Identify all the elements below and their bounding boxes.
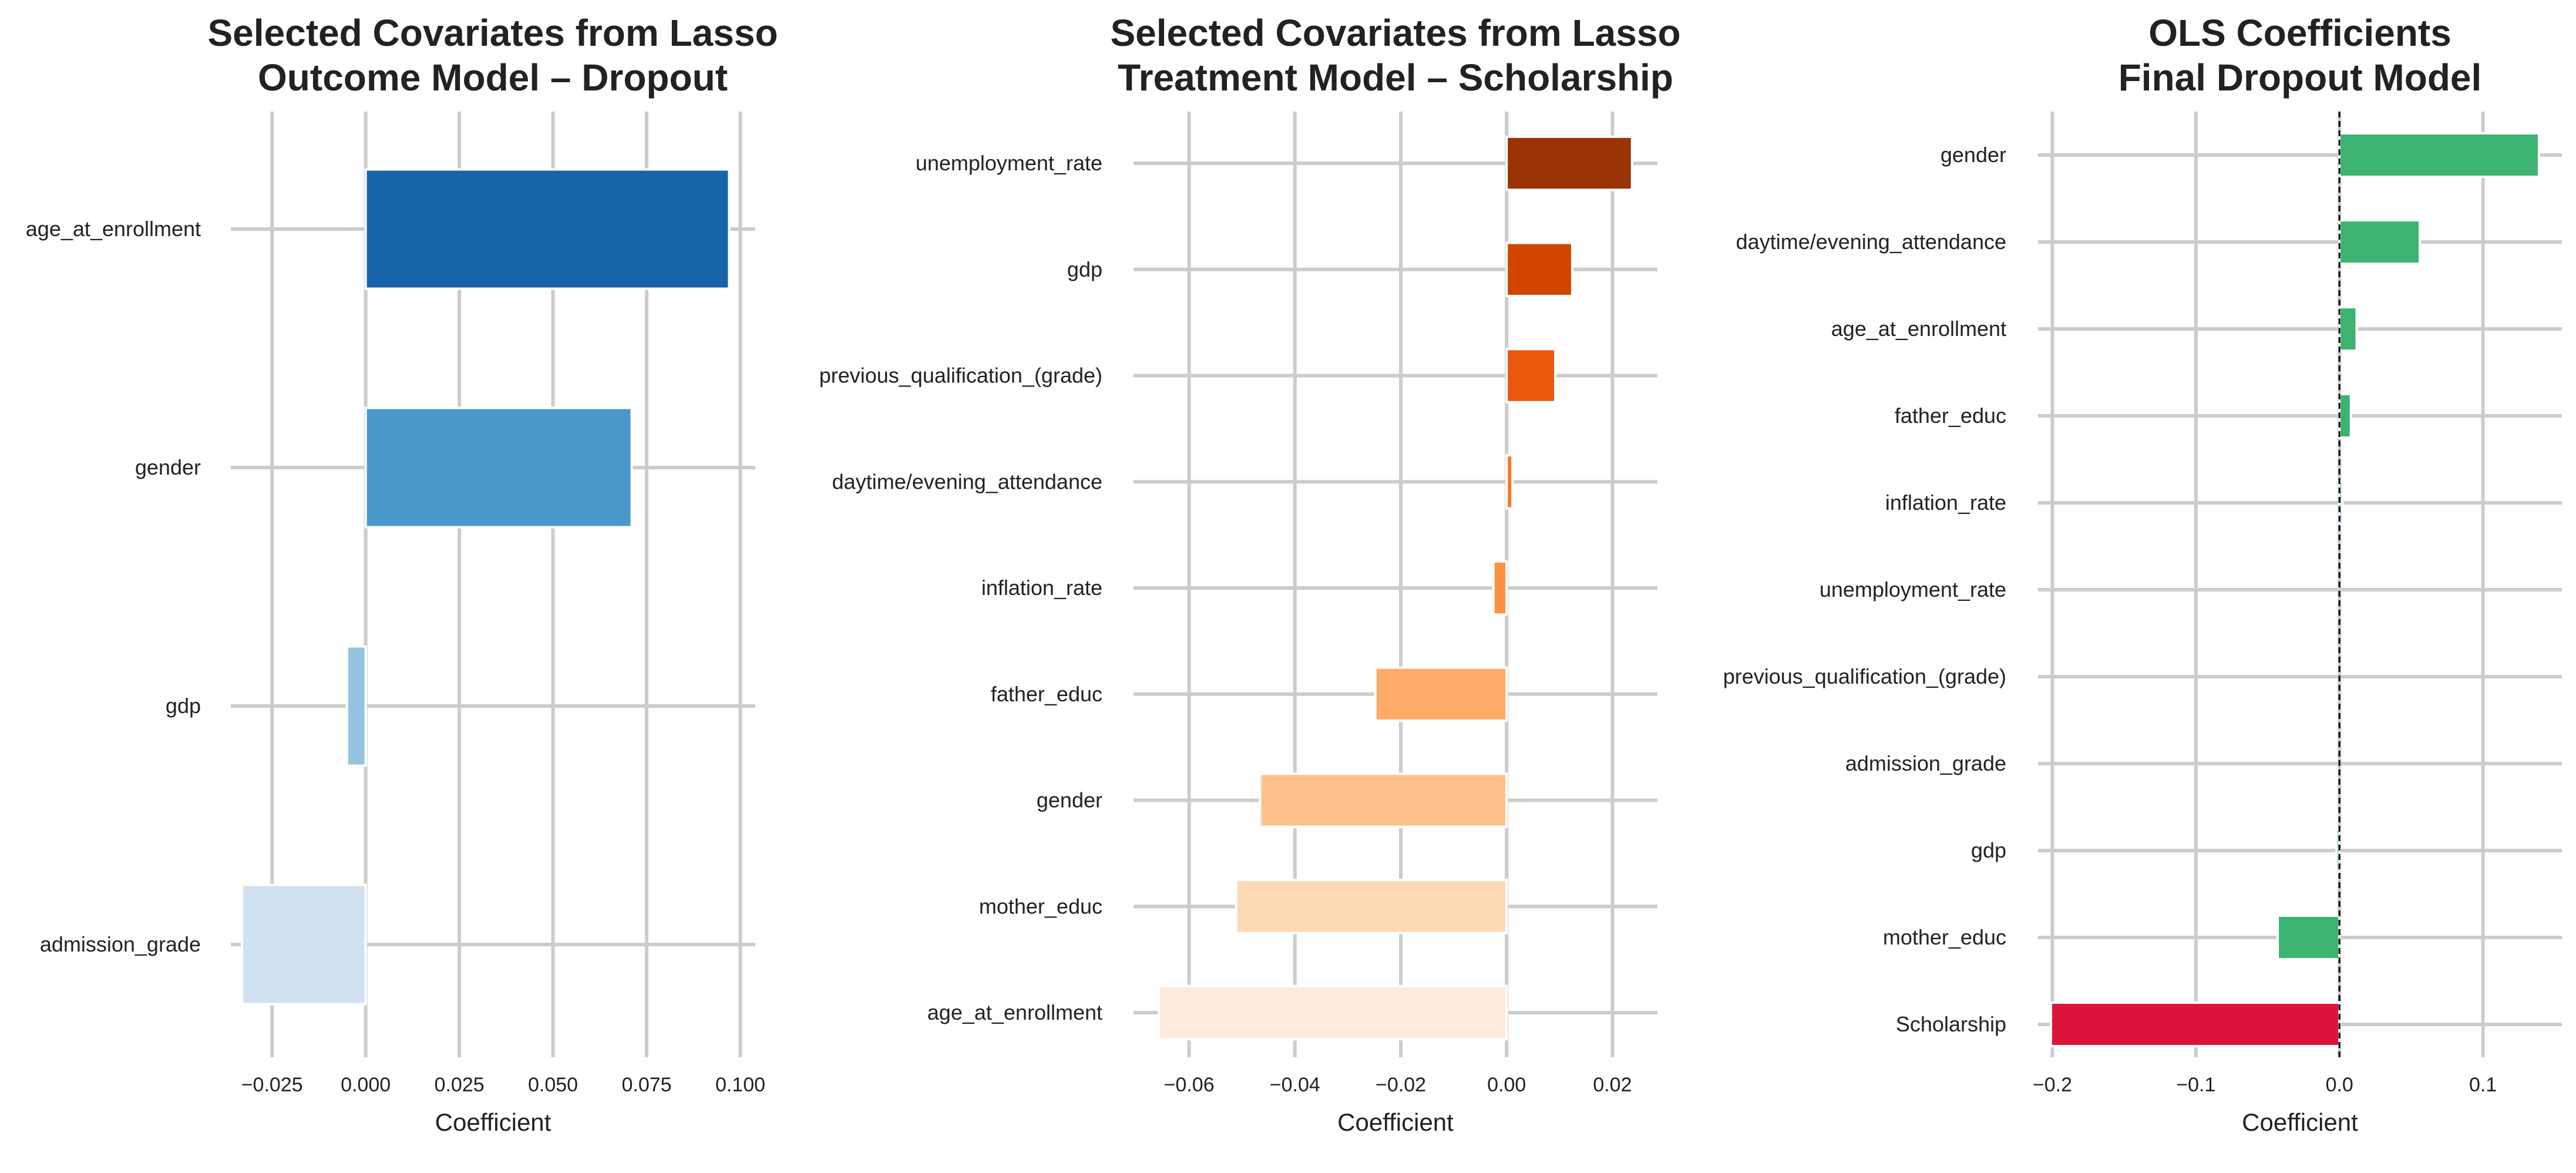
chart-panel-1: Selected Covariates from Lasso Outcome Mo…	[26, 12, 778, 1136]
category-label-mother-educ: mother_educ	[1883, 925, 2006, 949]
x-axis-label: Coefficient	[1337, 1108, 1454, 1136]
chart-title-line: Treatment Model – Scholarship	[1118, 56, 1673, 99]
category-label-gender: gender	[1941, 143, 2006, 167]
chart-title-line: Selected Covariates from Lasso	[207, 12, 778, 54]
bar-gdp	[345, 645, 367, 767]
bar-age-at-enrollment	[2338, 306, 2358, 352]
bar-gdp	[1505, 241, 1573, 297]
bar-age-at-enrollment	[1158, 984, 1508, 1041]
x-tick-label: −0.06	[1164, 1074, 1215, 1096]
category-label-inflation-rate: inflation_rate	[981, 576, 1102, 600]
chart-title: Selected Covariates from Lasso Outcome Mo…	[207, 12, 778, 99]
x-tick-label: −0.1	[2176, 1074, 2215, 1096]
x-tick-label: 0.050	[528, 1074, 578, 1096]
bar-mother-educ	[1235, 879, 1508, 935]
x-tick-label: 0.0	[2326, 1074, 2353, 1096]
chart-panel-3: OLS Coefficients Final Dropout Model −0.2 −…	[1723, 12, 2562, 1136]
bar-daytime-evening-attendance	[2338, 219, 2422, 265]
x-tick-label: −0.02	[1376, 1074, 1426, 1096]
bar-mother-educ	[2276, 915, 2341, 960]
x-tick-label: 0.075	[621, 1074, 671, 1096]
category-label-gender: gender	[135, 455, 201, 479]
chart-title-line: Selected Covariates from Lasso	[1110, 12, 1680, 54]
category-label-father-educ: father_educ	[991, 682, 1102, 706]
x-tick-label: 0.100	[715, 1074, 765, 1096]
category-label-age-at-enrollment: age_at_enrollment	[1831, 317, 2006, 341]
category-label-scholarship: Scholarship	[1896, 1012, 2006, 1036]
bar-admission-grade	[241, 883, 367, 1006]
category-label-gdp: gdp	[1971, 838, 2006, 862]
x-tick-label: −0.025	[241, 1074, 303, 1096]
category-label-gender: gender	[1037, 788, 1102, 812]
category-label-admission-grade: admission_grade	[1845, 751, 2006, 775]
category-label-gdp: gdp	[166, 694, 201, 718]
bar-gender	[364, 406, 633, 529]
bar-age-at-enrollment	[364, 168, 731, 290]
bar-gender	[2338, 132, 2540, 178]
x-axis-label: Coefficient	[435, 1108, 551, 1136]
x-tick-label: 0.025	[435, 1074, 485, 1096]
category-label-age-at-enrollment: age_at_enrollment	[927, 1000, 1102, 1024]
x-tick-label: 0.1	[2469, 1074, 2497, 1096]
chart-panel-2: Selected Covariates from Lasso Treatment …	[819, 12, 1681, 1136]
x-tick-label: 0.00	[1487, 1074, 1526, 1096]
x-axis-label: Coefficient	[2242, 1108, 2358, 1136]
category-label-unemployment-rate: unemployment_rate	[1820, 577, 2006, 601]
x-tick-label: −0.04	[1270, 1074, 1320, 1096]
x-tick-label: 0.02	[1593, 1074, 1632, 1096]
category-label-mother-educ: mother_educ	[979, 894, 1102, 918]
bar-father-educ	[1374, 666, 1508, 722]
category-label-inflation-rate: inflation_rate	[1885, 490, 2006, 515]
bar-gender	[1259, 772, 1508, 828]
bar-unemployment-rate	[1505, 135, 1633, 191]
category-label-daytime-evening-attendance: daytime/evening_attendance	[1736, 230, 2006, 254]
category-label-previous-qualification-grade: previous_qualification_(grade)	[819, 364, 1102, 388]
bar-scholarship	[2049, 1001, 2341, 1047]
bar-previous-qualification-grade	[1505, 348, 1557, 404]
chart-title: Selected Covariates from Lasso Treatment …	[1110, 12, 1680, 99]
bar-daytime-evening-attendance	[1505, 454, 1514, 510]
chart-title: OLS Coefficients Final Dropout Model	[2118, 12, 2482, 99]
chart-title-line: Outcome Model – Dropout	[258, 56, 728, 99]
x-tick-label: 0.000	[341, 1074, 391, 1096]
category-label-unemployment-rate: unemployment_rate	[916, 151, 1102, 175]
category-label-previous-qualification-grade: previous_qualification_(grade)	[1723, 664, 2006, 688]
chart-title-line: OLS Coefficients	[2148, 12, 2451, 54]
category-label-daytime-evening-attendance: daytime/evening_attendance	[832, 469, 1102, 493]
category-label-father-educ: father_educ	[1895, 404, 2006, 428]
x-tick-label: −0.2	[2033, 1074, 2072, 1096]
chart-title-line: Final Dropout Model	[2118, 56, 2482, 99]
bar-father-educ	[2338, 393, 2352, 439]
bar-inflation-rate	[1492, 560, 1508, 616]
category-label-admission-grade: admission_grade	[40, 932, 201, 956]
category-label-gdp: gdp	[1067, 257, 1102, 281]
category-label-age-at-enrollment: age_at_enrollment	[26, 217, 201, 241]
